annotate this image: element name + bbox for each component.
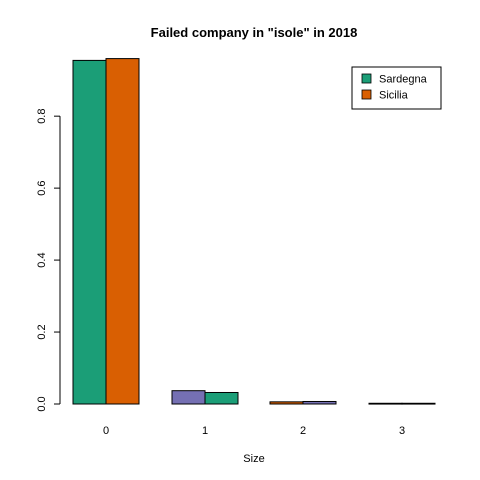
y-axis: 0.0 0.2 0.4 0.6 0.8: [36, 109, 61, 412]
bar: [368, 402, 403, 405]
legend-label: Sardegna: [379, 74, 428, 86]
x-axis: 0 1 2 3: [103, 425, 405, 437]
chart-title: Failed company in "isole" in 2018: [151, 25, 358, 40]
bar: [105, 58, 140, 405]
bar: [401, 402, 436, 405]
x-tick-label: 3: [399, 425, 405, 437]
y-tick-label: 0.2: [36, 324, 48, 339]
legend-swatch: [361, 73, 372, 84]
y-tick-label: 0.0: [36, 396, 48, 411]
legend: Sardegna Sicilia: [351, 66, 442, 110]
x-tick-label: 2: [300, 425, 306, 437]
x-tick-label: 0: [103, 425, 109, 437]
x-axis-label: Size: [243, 453, 264, 465]
legend-label: Sicilia: [379, 90, 409, 102]
x-tick-label: 1: [202, 425, 208, 437]
legend-swatch: [361, 89, 372, 100]
bars-group: [72, 58, 436, 405]
bar: [204, 391, 239, 405]
y-tick-label: 0.8: [36, 109, 48, 124]
bar: [171, 390, 206, 405]
y-tick-label: 0.4: [36, 252, 48, 267]
bar: [269, 401, 304, 405]
y-tick-label: 0.6: [36, 180, 48, 195]
bar: [72, 59, 107, 405]
bar: [302, 400, 337, 405]
